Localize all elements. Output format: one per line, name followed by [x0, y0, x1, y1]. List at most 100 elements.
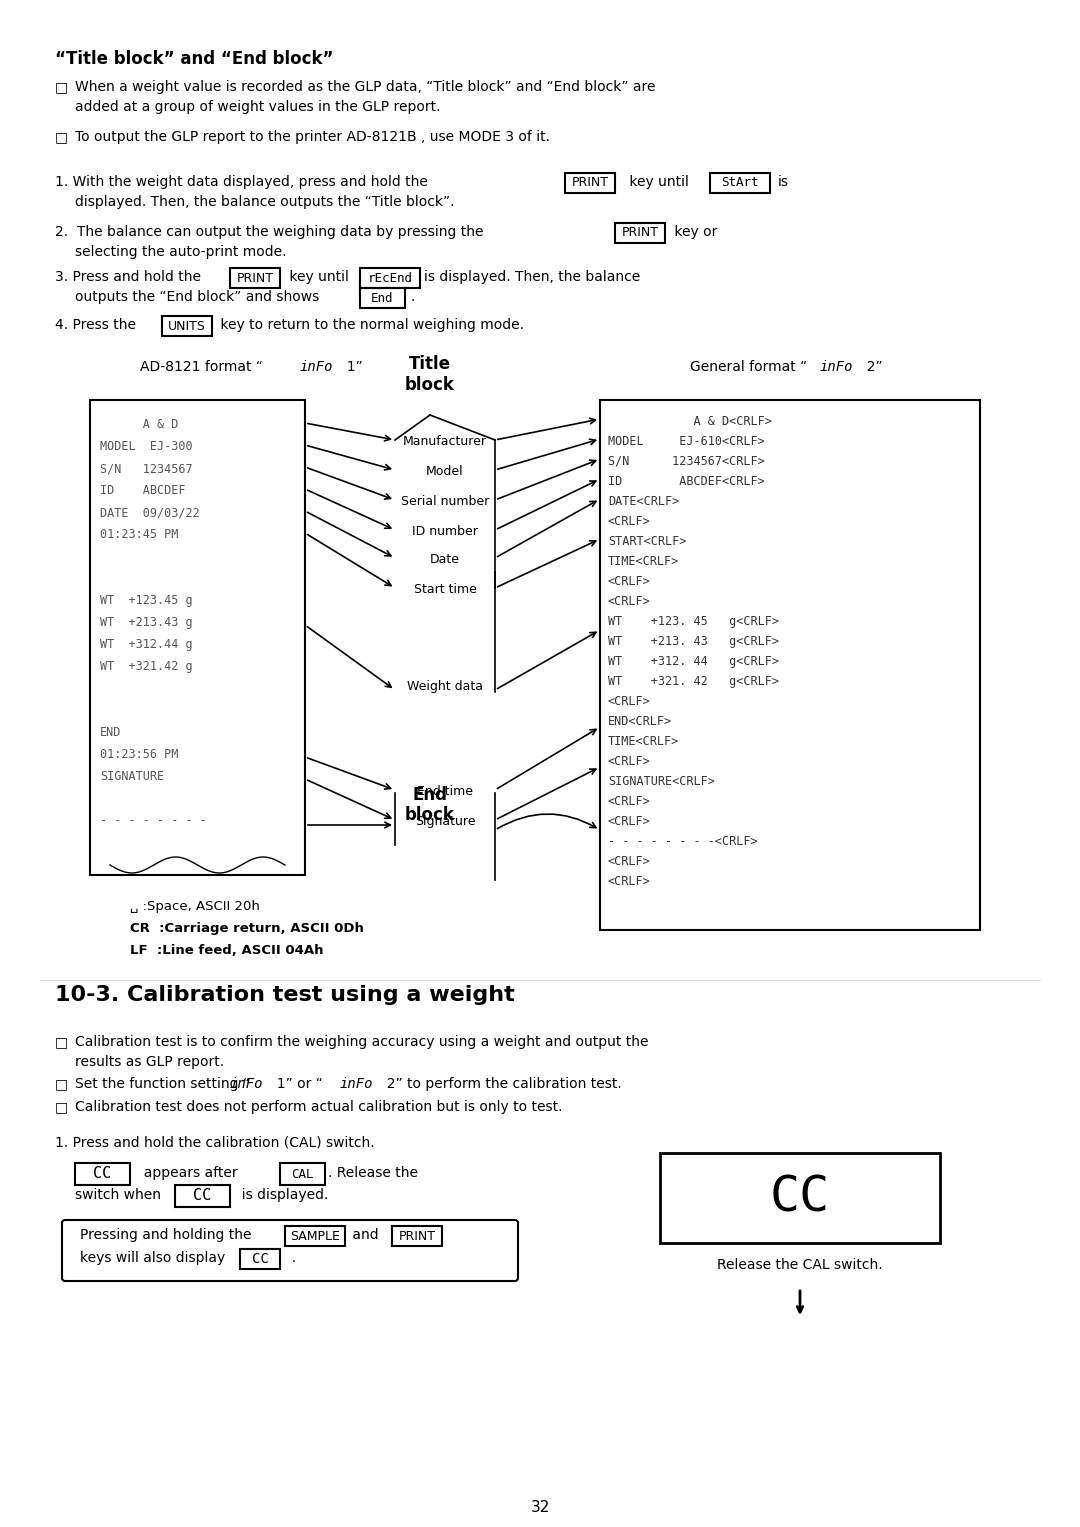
Text: DATE<CRLF>: DATE<CRLF> — [608, 495, 679, 508]
Text: inFo: inFo — [300, 360, 334, 374]
Text: switch when: switch when — [75, 1188, 170, 1202]
Text: □: □ — [55, 130, 68, 144]
Text: Calibration test is to confirm the weighing accuracy using a weight and output t: Calibration test is to confirm the weigh… — [75, 1035, 648, 1049]
Text: TIME<CRLF>: TIME<CRLF> — [608, 734, 679, 748]
Text: <CRLF>: <CRLF> — [608, 855, 651, 867]
Text: S/N   1234567: S/N 1234567 — [100, 463, 192, 475]
Text: Signature: Signature — [415, 815, 475, 828]
Text: 2”: 2” — [858, 360, 882, 374]
Text: ID number: ID number — [413, 525, 478, 538]
Text: is displayed.: is displayed. — [233, 1188, 328, 1202]
Text: Model: Model — [427, 466, 463, 478]
Text: S/N      1234567<CRLF>: S/N 1234567<CRLF> — [608, 455, 765, 467]
Text: Release the CAL switch.: Release the CAL switch. — [717, 1258, 882, 1272]
Text: UNITS: UNITS — [168, 319, 206, 333]
Text: When a weight value is recorded as the GLP data, “Title block” and “End block” a: When a weight value is recorded as the G… — [75, 79, 656, 95]
Text: PRINT: PRINT — [399, 1229, 435, 1243]
Text: SAMPLE: SAMPLE — [291, 1229, 340, 1243]
Text: <CRLF>: <CRLF> — [608, 875, 651, 889]
Text: Manufacturer: Manufacturer — [403, 435, 487, 447]
Text: END: END — [100, 725, 121, 739]
Text: A & D: A & D — [100, 418, 178, 431]
Text: key until: key until — [285, 270, 353, 284]
Text: MODEL  EJ-300: MODEL EJ-300 — [100, 440, 192, 454]
Text: <CRLF>: <CRLF> — [608, 796, 651, 808]
Text: Title
block: Title block — [405, 354, 455, 394]
Text: □: □ — [55, 1077, 68, 1090]
Text: □: □ — [55, 1035, 68, 1049]
Text: <CRLF>: <CRLF> — [608, 754, 651, 768]
Text: 1” or “: 1” or “ — [268, 1077, 323, 1090]
Text: SIGNATURE<CRLF>: SIGNATURE<CRLF> — [608, 776, 715, 788]
Text: CC: CC — [770, 1174, 831, 1222]
Text: 2” to perform the calibration test.: 2” to perform the calibration test. — [378, 1077, 622, 1090]
Text: 2.  The balance can output the weighing data by pressing the: 2. The balance can output the weighing d… — [55, 224, 484, 240]
Text: 01:23:45 PM: 01:23:45 PM — [100, 528, 178, 541]
Bar — [392, 1226, 442, 1246]
Text: <CRLF>: <CRLF> — [608, 576, 651, 588]
Text: WT    +321. 42   g<CRLF>: WT +321. 42 g<CRLF> — [608, 675, 779, 689]
Bar — [615, 223, 665, 243]
Text: .: . — [283, 1251, 296, 1264]
Text: Date: Date — [430, 553, 460, 567]
Text: Weight data: Weight data — [407, 680, 483, 693]
Text: End: End — [370, 292, 393, 304]
Text: CC: CC — [193, 1188, 211, 1203]
Text: key to return to the normal weighing mode.: key to return to the normal weighing mod… — [216, 318, 524, 331]
Text: selecting the auto-print mode.: selecting the auto-print mode. — [75, 244, 286, 260]
Text: ID    ABCDEF: ID ABCDEF — [100, 484, 186, 496]
Text: A & D<CRLF>: A & D<CRLF> — [608, 415, 772, 428]
Text: key until: key until — [625, 176, 693, 189]
Text: General format “: General format “ — [690, 360, 807, 374]
Text: <CRLF>: <CRLF> — [608, 515, 651, 528]
Bar — [660, 1153, 940, 1243]
Text: □: □ — [55, 1099, 68, 1115]
Text: WT  +123.45 g: WT +123.45 g — [100, 594, 192, 608]
Text: PRINT: PRINT — [571, 177, 608, 189]
Text: Calibration test does not perform actual calibration but is only to test.: Calibration test does not perform actual… — [75, 1099, 563, 1115]
Bar — [600, 400, 980, 930]
Text: 3. Press and hold the: 3. Press and hold the — [55, 270, 201, 284]
Bar — [75, 1164, 130, 1185]
Text: . Release the: . Release the — [328, 1167, 418, 1180]
Text: DATE  09/03/22: DATE 09/03/22 — [100, 505, 200, 519]
Text: ID        ABCDEF<CRLF>: ID ABCDEF<CRLF> — [608, 475, 765, 489]
Text: PRINT: PRINT — [237, 272, 273, 284]
Bar — [230, 269, 280, 289]
Text: SIGNATURE: SIGNATURE — [100, 770, 164, 783]
Bar — [90, 400, 305, 875]
Text: 1. With the weight data displayed, press and hold the: 1. With the weight data displayed, press… — [55, 176, 428, 189]
Text: <CRLF>: <CRLF> — [608, 596, 651, 608]
Text: CR  :Carriage return, ASCII 0Dh: CR :Carriage return, ASCII 0Dh — [130, 922, 364, 935]
Text: inFo: inFo — [820, 360, 853, 374]
Text: added at a group of weight values in the GLP report.: added at a group of weight values in the… — [75, 99, 441, 115]
Text: WT    +123. 45   g<CRLF>: WT +123. 45 g<CRLF> — [608, 615, 779, 628]
Bar — [240, 1249, 280, 1269]
Text: Set the function setting “: Set the function setting “ — [75, 1077, 249, 1090]
Text: TIME<CRLF>: TIME<CRLF> — [608, 554, 679, 568]
Text: outputs the “End block” and shows: outputs the “End block” and shows — [75, 290, 320, 304]
Text: Serial number: Serial number — [401, 495, 489, 508]
Text: StArt: StArt — [721, 177, 759, 189]
Bar — [285, 1226, 345, 1246]
Text: - - - - - - - -: - - - - - - - - — [100, 814, 207, 828]
Text: MODEL     EJ-610<CRLF>: MODEL EJ-610<CRLF> — [608, 435, 765, 447]
Text: To output the GLP report to the printer AD-8121B , use MODE 3 of it.: To output the GLP report to the printer … — [75, 130, 550, 144]
Text: inFo: inFo — [340, 1077, 374, 1090]
Bar — [710, 173, 770, 192]
Text: <CRLF>: <CRLF> — [608, 815, 651, 828]
Bar — [565, 173, 615, 192]
Text: is: is — [778, 176, 789, 189]
Text: key or: key or — [670, 224, 717, 240]
Text: 01:23:56 PM: 01:23:56 PM — [100, 748, 178, 760]
Text: 10-3. Calibration test using a weight: 10-3. Calibration test using a weight — [55, 985, 515, 1005]
Text: results as GLP report.: results as GLP report. — [75, 1055, 225, 1069]
Text: END<CRLF>: END<CRLF> — [608, 715, 672, 728]
Text: “Title block” and “End block”: “Title block” and “End block” — [55, 50, 334, 69]
Bar — [280, 1164, 325, 1185]
Text: START<CRLF>: START<CRLF> — [608, 534, 687, 548]
Text: and: and — [348, 1228, 383, 1241]
Text: WT    +213. 43   g<CRLF>: WT +213. 43 g<CRLF> — [608, 635, 779, 647]
Bar — [175, 1185, 230, 1206]
Text: CC: CC — [93, 1167, 111, 1182]
